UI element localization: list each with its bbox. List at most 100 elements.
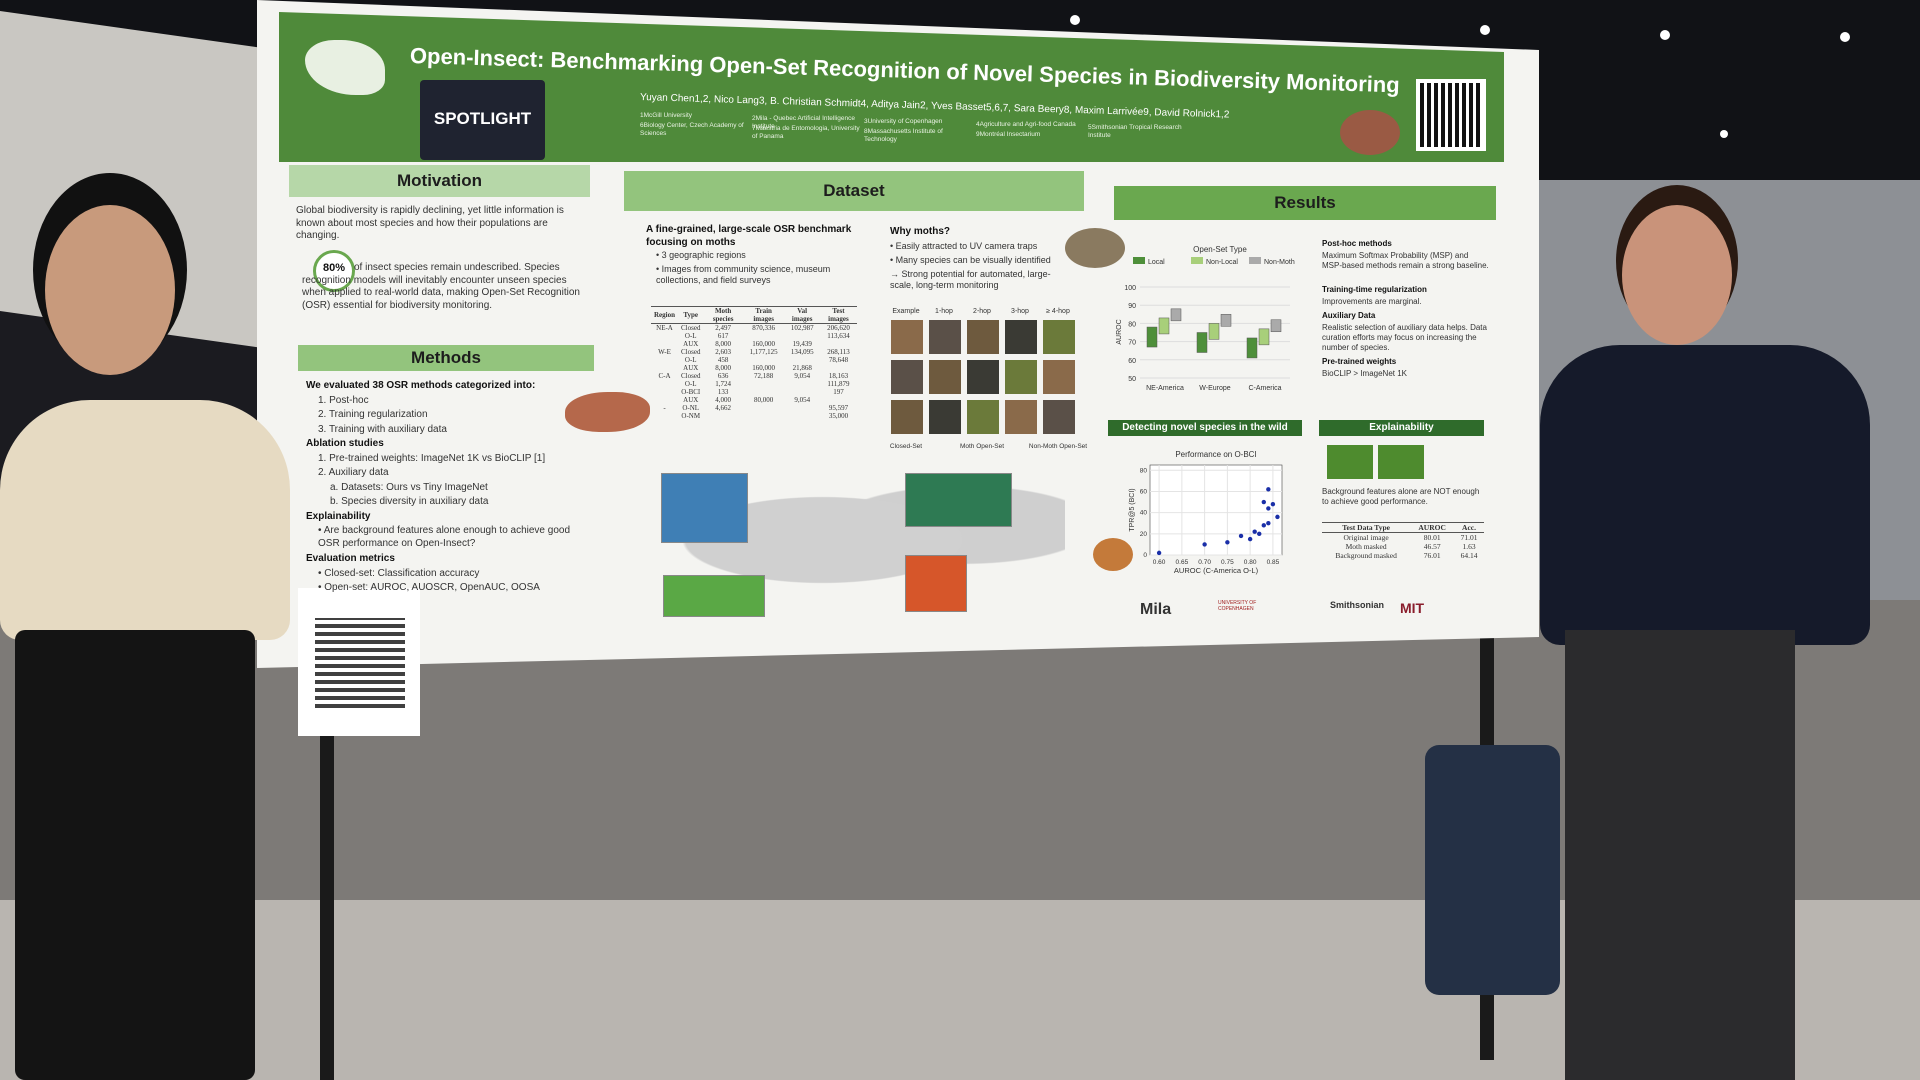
scatter-point bbox=[1270, 501, 1276, 507]
table-cell: 160,000 bbox=[752, 340, 776, 348]
y-tick-label: 60 bbox=[1140, 488, 1148, 495]
x-tick-label: 0.85 bbox=[1267, 559, 1280, 566]
scatter-point bbox=[1275, 514, 1280, 520]
result-note: Post-hoc methods bbox=[1322, 239, 1392, 248]
table-cell: 95,597 bbox=[828, 404, 849, 412]
scatter-point bbox=[1225, 540, 1230, 545]
table-cell: 636 bbox=[717, 372, 729, 380]
moth-image bbox=[1043, 360, 1075, 394]
badge: SPOTLIGHT bbox=[433, 109, 532, 128]
image-column-label: Example bbox=[892, 308, 919, 315]
affiliation: 7Maestria de Entomologia, University of … bbox=[752, 125, 860, 141]
image-group-label: Closed-Set bbox=[890, 443, 922, 450]
method-line: Evaluation metrics bbox=[306, 553, 395, 564]
box bbox=[1146, 326, 1158, 348]
light bbox=[1480, 25, 1490, 35]
table-cell: Background masked bbox=[1335, 551, 1397, 560]
moth-image bbox=[1005, 360, 1037, 394]
box bbox=[1220, 314, 1232, 327]
method-line: a. Datasets: Ours vs Tiny ImageNet bbox=[330, 481, 488, 493]
table-cell: Closed bbox=[681, 324, 701, 332]
section-heading: Methods bbox=[298, 345, 594, 371]
table-cell: 4,000 bbox=[715, 396, 731, 404]
dataset-lead: A fine-grained, large-scale OSR benchmar… bbox=[646, 224, 852, 248]
explain-table: Test Data Type AUROC Acc. Original image 80.… bbox=[1322, 522, 1484, 560]
x-tick-label: 0.75 bbox=[1221, 559, 1234, 566]
result-note: Auxiliary Data bbox=[1322, 311, 1376, 320]
table-cell: 2,603 bbox=[715, 348, 731, 356]
table-cell: Test Data Type bbox=[1322, 522, 1411, 533]
table-cell: Acc. bbox=[1454, 522, 1484, 533]
table-cell bbox=[785, 380, 820, 388]
affiliation: 2Mila - Quebec Artificial Intelligence I… bbox=[752, 115, 855, 131]
scatter-point bbox=[1257, 531, 1262, 537]
table-cell: 2,497 bbox=[715, 324, 731, 332]
y-tick-label: 80 bbox=[1128, 321, 1136, 328]
legend-label: Non-Local bbox=[1206, 259, 1238, 266]
legend-swatch bbox=[1249, 257, 1261, 264]
table-cell: 113,634 bbox=[827, 332, 850, 340]
scatter-point bbox=[1266, 521, 1271, 526]
person-left-legs bbox=[15, 630, 255, 1080]
table-cell bbox=[785, 404, 820, 412]
table-cell: Closed bbox=[681, 348, 701, 356]
method-line: • Are background features alone enough t… bbox=[318, 525, 571, 549]
table-cell: AUX bbox=[683, 364, 699, 372]
y-tick-label: 40 bbox=[1140, 510, 1148, 517]
table-cell: 4,662 bbox=[715, 404, 731, 412]
table-cell: 134,095 bbox=[790, 348, 814, 356]
section-heading: Explainability bbox=[1319, 420, 1484, 436]
x-tick-label: C-America bbox=[1248, 385, 1281, 392]
why-heading: Why moths? bbox=[890, 226, 950, 237]
explain-image bbox=[1378, 445, 1424, 479]
y-tick-label: 90 bbox=[1128, 303, 1136, 310]
moth-image bbox=[1005, 400, 1037, 434]
table-cell: O-BCI bbox=[681, 388, 701, 396]
legend-label: Local bbox=[1148, 259, 1165, 266]
image-column-label: 1-hop bbox=[935, 308, 953, 315]
method-line: 2. Auxiliary data bbox=[318, 467, 389, 478]
dataset-bullet: • Images from community science, museum … bbox=[656, 264, 831, 286]
method-line: • Closed-set: Classification accuracy bbox=[318, 567, 480, 579]
box bbox=[1196, 332, 1208, 353]
logo: UNIVERSITY OF COPENHAGEN bbox=[1218, 600, 1257, 613]
table-cell: 9,054 bbox=[794, 372, 811, 380]
table-cell: Type bbox=[678, 306, 704, 324]
light bbox=[1720, 130, 1728, 138]
table-cell: 35,000 bbox=[828, 412, 849, 420]
method-line: We evaluated 38 OSR methods categorized … bbox=[306, 380, 536, 391]
table-cell: O-L bbox=[684, 332, 697, 340]
logo: MIT bbox=[1400, 600, 1425, 616]
plot-title: Performance on O-BCI bbox=[1175, 450, 1256, 459]
scatter-point bbox=[1156, 550, 1162, 556]
map-inset bbox=[663, 575, 765, 617]
table-cell: NE-A bbox=[656, 324, 673, 332]
legend-label: Non-Moth bbox=[1264, 259, 1295, 266]
affiliation: 1McGill University bbox=[640, 112, 693, 119]
x-tick-label: 0.65 bbox=[1176, 559, 1189, 566]
image-column-label: ≥ 4-hop bbox=[1046, 308, 1070, 315]
table-cell: Region bbox=[651, 306, 678, 324]
result-note: Maximum Softmax Probability (MSP) and MS… bbox=[1322, 251, 1489, 270]
section-heading: Motivation bbox=[289, 165, 590, 197]
table-cell bbox=[743, 356, 785, 364]
result-note: BioCLIP > ImageNet 1K bbox=[1322, 369, 1408, 378]
table-cell bbox=[785, 332, 820, 340]
section-heading: Detecting novel species in the wild bbox=[1108, 420, 1302, 436]
result-note: Training-time regularization bbox=[1322, 285, 1427, 294]
moth-photo bbox=[565, 392, 650, 432]
table-cell: 197 bbox=[833, 388, 844, 396]
affiliation: 6Biology Center, Czech Academy of Scienc… bbox=[640, 122, 744, 138]
table-cell bbox=[651, 412, 678, 420]
table-cell: 133 bbox=[717, 388, 729, 396]
table-cell bbox=[785, 388, 820, 396]
table-cell: Val images bbox=[784, 306, 820, 324]
image-column-label: 3-hop bbox=[1011, 308, 1029, 315]
table-cell: 78,648 bbox=[828, 356, 849, 364]
table-cell: 870,336 bbox=[752, 324, 776, 332]
method-line: Ablation studies bbox=[306, 438, 384, 449]
method-line: • Open-set: AUROC, AUOSCR, OpenAUC, OOSA bbox=[318, 582, 540, 593]
logo: Mila bbox=[1140, 601, 1172, 618]
motivation-text: Global biodiversity is rapidly declining… bbox=[296, 205, 564, 241]
